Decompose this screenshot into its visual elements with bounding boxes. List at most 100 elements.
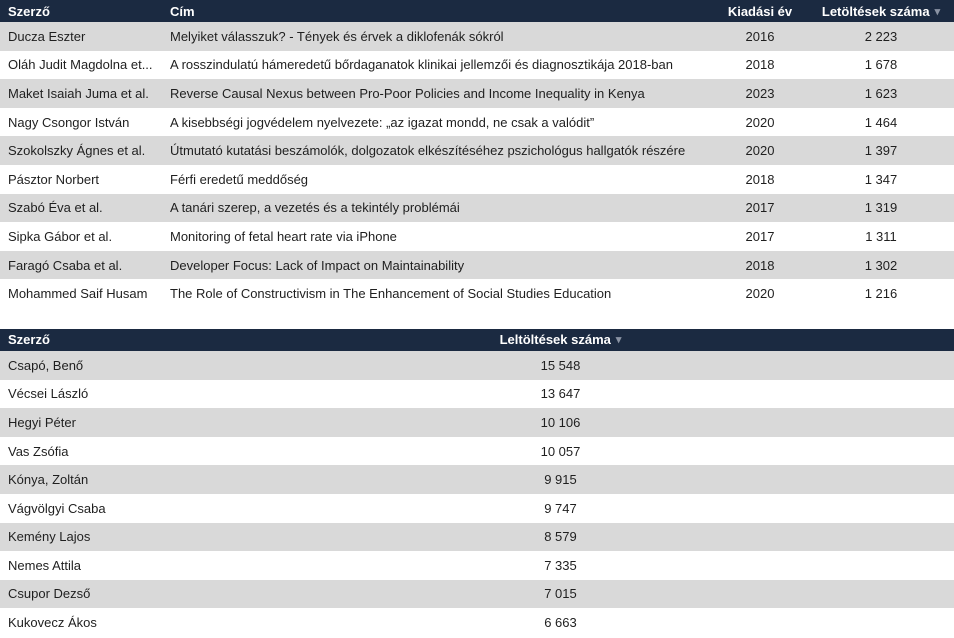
document-downloads-cell: 1 678 xyxy=(808,50,954,80)
document-title-cell: Developer Focus: Lack of Impact on Maint… xyxy=(162,250,712,280)
document-title-cell: A tanári szerep, a vezetés és a tekintél… xyxy=(162,193,712,223)
document-year-cell: 2016 xyxy=(712,22,808,51)
table-row: Pásztor Norbert Férfi eredetű meddőség 201… xyxy=(0,164,954,194)
author-downloads-cell: 7 015 xyxy=(448,579,673,609)
filler-cell xyxy=(673,436,954,466)
document-year-cell: 2020 xyxy=(712,107,808,137)
filler-cell xyxy=(673,408,954,437)
document-year-cell: 2023 xyxy=(712,79,808,108)
document-title-cell: Férfi eredetű meddőség xyxy=(162,164,712,194)
documents-year-column-header[interactable]: Kiadási év xyxy=(712,0,808,22)
document-downloads-cell: 1 397 xyxy=(808,136,954,165)
author-name-cell: Vécsei László xyxy=(0,379,448,409)
authors-author-column-header[interactable]: Szerző xyxy=(0,328,448,351)
tables-gap xyxy=(0,307,954,329)
table-row: Csapó, Benő 15 548 xyxy=(0,350,954,380)
author-name-cell: Nemes Attila xyxy=(0,551,448,580)
top-documents-table: Szerző Cím Kiadási év Letöltések száma ▾ … xyxy=(0,0,954,308)
document-title-cell: Útmutató kutatási beszámolók, dolgozatok… xyxy=(162,136,712,165)
document-downloads-cell: 1 464 xyxy=(808,107,954,137)
table-row: Szabó Éva et al. A tanári szerep, a vezet… xyxy=(0,193,954,223)
author-name-cell: Csapó, Benő xyxy=(0,350,448,380)
table-row: Kemény Lajos 8 579 xyxy=(0,522,954,552)
top-authors-table: Szerző Leltöltések száma ▾ Csapó, Benő 15 … xyxy=(0,328,954,637)
author-name-cell: Kukovecz Ákos xyxy=(0,608,448,637)
table-row: Szokolszky Ágnes et al. Útmutató kutatási… xyxy=(0,136,954,165)
filler-cell xyxy=(673,465,954,494)
author-downloads-cell: 13 647 xyxy=(448,379,673,409)
sort-descending-icon: ▾ xyxy=(615,334,622,347)
author-name-cell: Vas Zsófia xyxy=(0,436,448,466)
table-row: Nemes Attila 7 335 xyxy=(0,551,954,580)
documents-downloads-header-label: Letöltések száma xyxy=(821,3,930,19)
author-downloads-cell: 6 663 xyxy=(448,608,673,637)
author-name-cell: Csupor Dezső xyxy=(0,579,448,609)
filler-cell xyxy=(673,608,954,637)
filler-cell xyxy=(673,379,954,409)
document-author-cell: Szokolszky Ágnes et al. xyxy=(0,136,162,165)
filler-cell xyxy=(673,493,954,523)
document-year-cell: 2018 xyxy=(712,50,808,80)
author-downloads-cell: 9 747 xyxy=(448,493,673,523)
document-year-cell: 2020 xyxy=(712,136,808,165)
table-row: Nagy Csongor István A kisebbségi jogvédel… xyxy=(0,107,954,137)
author-downloads-cell: 9 915 xyxy=(448,465,673,494)
table-row: Hegyi Péter 10 106 xyxy=(0,408,954,437)
document-author-cell: Mohammed Saif Husam xyxy=(0,279,162,308)
filler-cell xyxy=(673,579,954,609)
author-name-cell: Kemény Lajos xyxy=(0,522,448,552)
author-downloads-cell: 10 057 xyxy=(448,436,673,466)
document-author-cell: Ducza Eszter xyxy=(0,22,162,51)
authors-table-header-row: Szerző Leltöltések száma ▾ xyxy=(0,328,954,351)
table-row: Csupor Dezső 7 015 xyxy=(0,579,954,609)
author-downloads-cell: 8 579 xyxy=(448,522,673,552)
documents-table-header-row: Szerző Cím Kiadási év Letöltések száma ▾ xyxy=(0,0,954,22)
author-name-cell: Kónya, Zoltán xyxy=(0,465,448,494)
document-title-cell: Melyiket válasszuk? - Tények és érvek a … xyxy=(162,22,712,51)
document-title-cell: Monitoring of fetal heart rate via iPhon… xyxy=(162,222,712,251)
document-title-cell: A rosszindulatú hámeredetű bőrdaganatok … xyxy=(162,50,712,80)
document-downloads-cell: 1 623 xyxy=(808,79,954,108)
document-downloads-cell: 1 216 xyxy=(808,279,954,308)
document-downloads-cell: 2 223 xyxy=(808,22,954,51)
documents-author-column-header[interactable]: Szerző xyxy=(0,0,162,22)
filler-cell xyxy=(673,350,954,380)
document-year-cell: 2017 xyxy=(712,222,808,251)
document-year-cell: 2018 xyxy=(712,164,808,194)
document-author-cell: Nagy Csongor István xyxy=(0,107,162,137)
documents-table-body: Ducza Eszter Melyiket válasszuk? - Tények… xyxy=(0,22,954,308)
document-downloads-cell: 1 311 xyxy=(808,222,954,251)
document-author-cell: Sipka Gábor et al. xyxy=(0,222,162,251)
authors-filler-column-header xyxy=(673,328,954,351)
document-title-cell: The Role of Constructivism in The Enhanc… xyxy=(162,279,712,308)
documents-title-column-header[interactable]: Cím xyxy=(162,0,712,22)
table-row: Sipka Gábor et al. Monitoring of fetal he… xyxy=(0,222,954,251)
document-title-cell: Reverse Causal Nexus between Pro-Poor Po… xyxy=(162,79,712,108)
document-downloads-cell: 1 319 xyxy=(808,193,954,223)
table-row: Kukovecz Ákos 6 663 xyxy=(0,608,954,637)
authors-downloads-column-header[interactable]: Leltöltések száma ▾ xyxy=(448,328,673,351)
document-downloads-cell: 1 302 xyxy=(808,250,954,280)
document-year-cell: 2017 xyxy=(712,193,808,223)
document-year-cell: 2020 xyxy=(712,279,808,308)
table-row: Vécsei László 13 647 xyxy=(0,379,954,409)
table-row: Oláh Judit Magdolna et... A rosszindulatú… xyxy=(0,50,954,80)
filler-cell xyxy=(673,522,954,552)
table-row: Ducza Eszter Melyiket válasszuk? - Tények… xyxy=(0,22,954,51)
table-row: Maket Isaiah Juma et al. Reverse Causal N… xyxy=(0,79,954,108)
author-name-cell: Hegyi Péter xyxy=(0,408,448,437)
document-title-cell: A kisebbségi jogvédelem nyelvezete: „az … xyxy=(162,107,712,137)
authors-table-body: Csapó, Benő 15 548 Vécsei László 13 647 Hegy… xyxy=(0,350,954,637)
documents-downloads-column-header[interactable]: Letöltések száma ▾ xyxy=(808,0,954,22)
document-author-cell: Faragó Csaba et al. xyxy=(0,250,162,280)
document-downloads-cell: 1 347 xyxy=(808,164,954,194)
filler-cell xyxy=(673,551,954,580)
author-downloads-cell: 10 106 xyxy=(448,408,673,437)
table-row: Faragó Csaba et al. Developer Focus: Lack… xyxy=(0,250,954,280)
author-downloads-cell: 7 335 xyxy=(448,551,673,580)
author-name-cell: Vágvölgyi Csaba xyxy=(0,493,448,523)
table-row: Vágvölgyi Csaba 9 747 xyxy=(0,493,954,523)
table-row: Vas Zsófia 10 057 xyxy=(0,436,954,466)
table-row: Kónya, Zoltán 9 915 xyxy=(0,465,954,494)
